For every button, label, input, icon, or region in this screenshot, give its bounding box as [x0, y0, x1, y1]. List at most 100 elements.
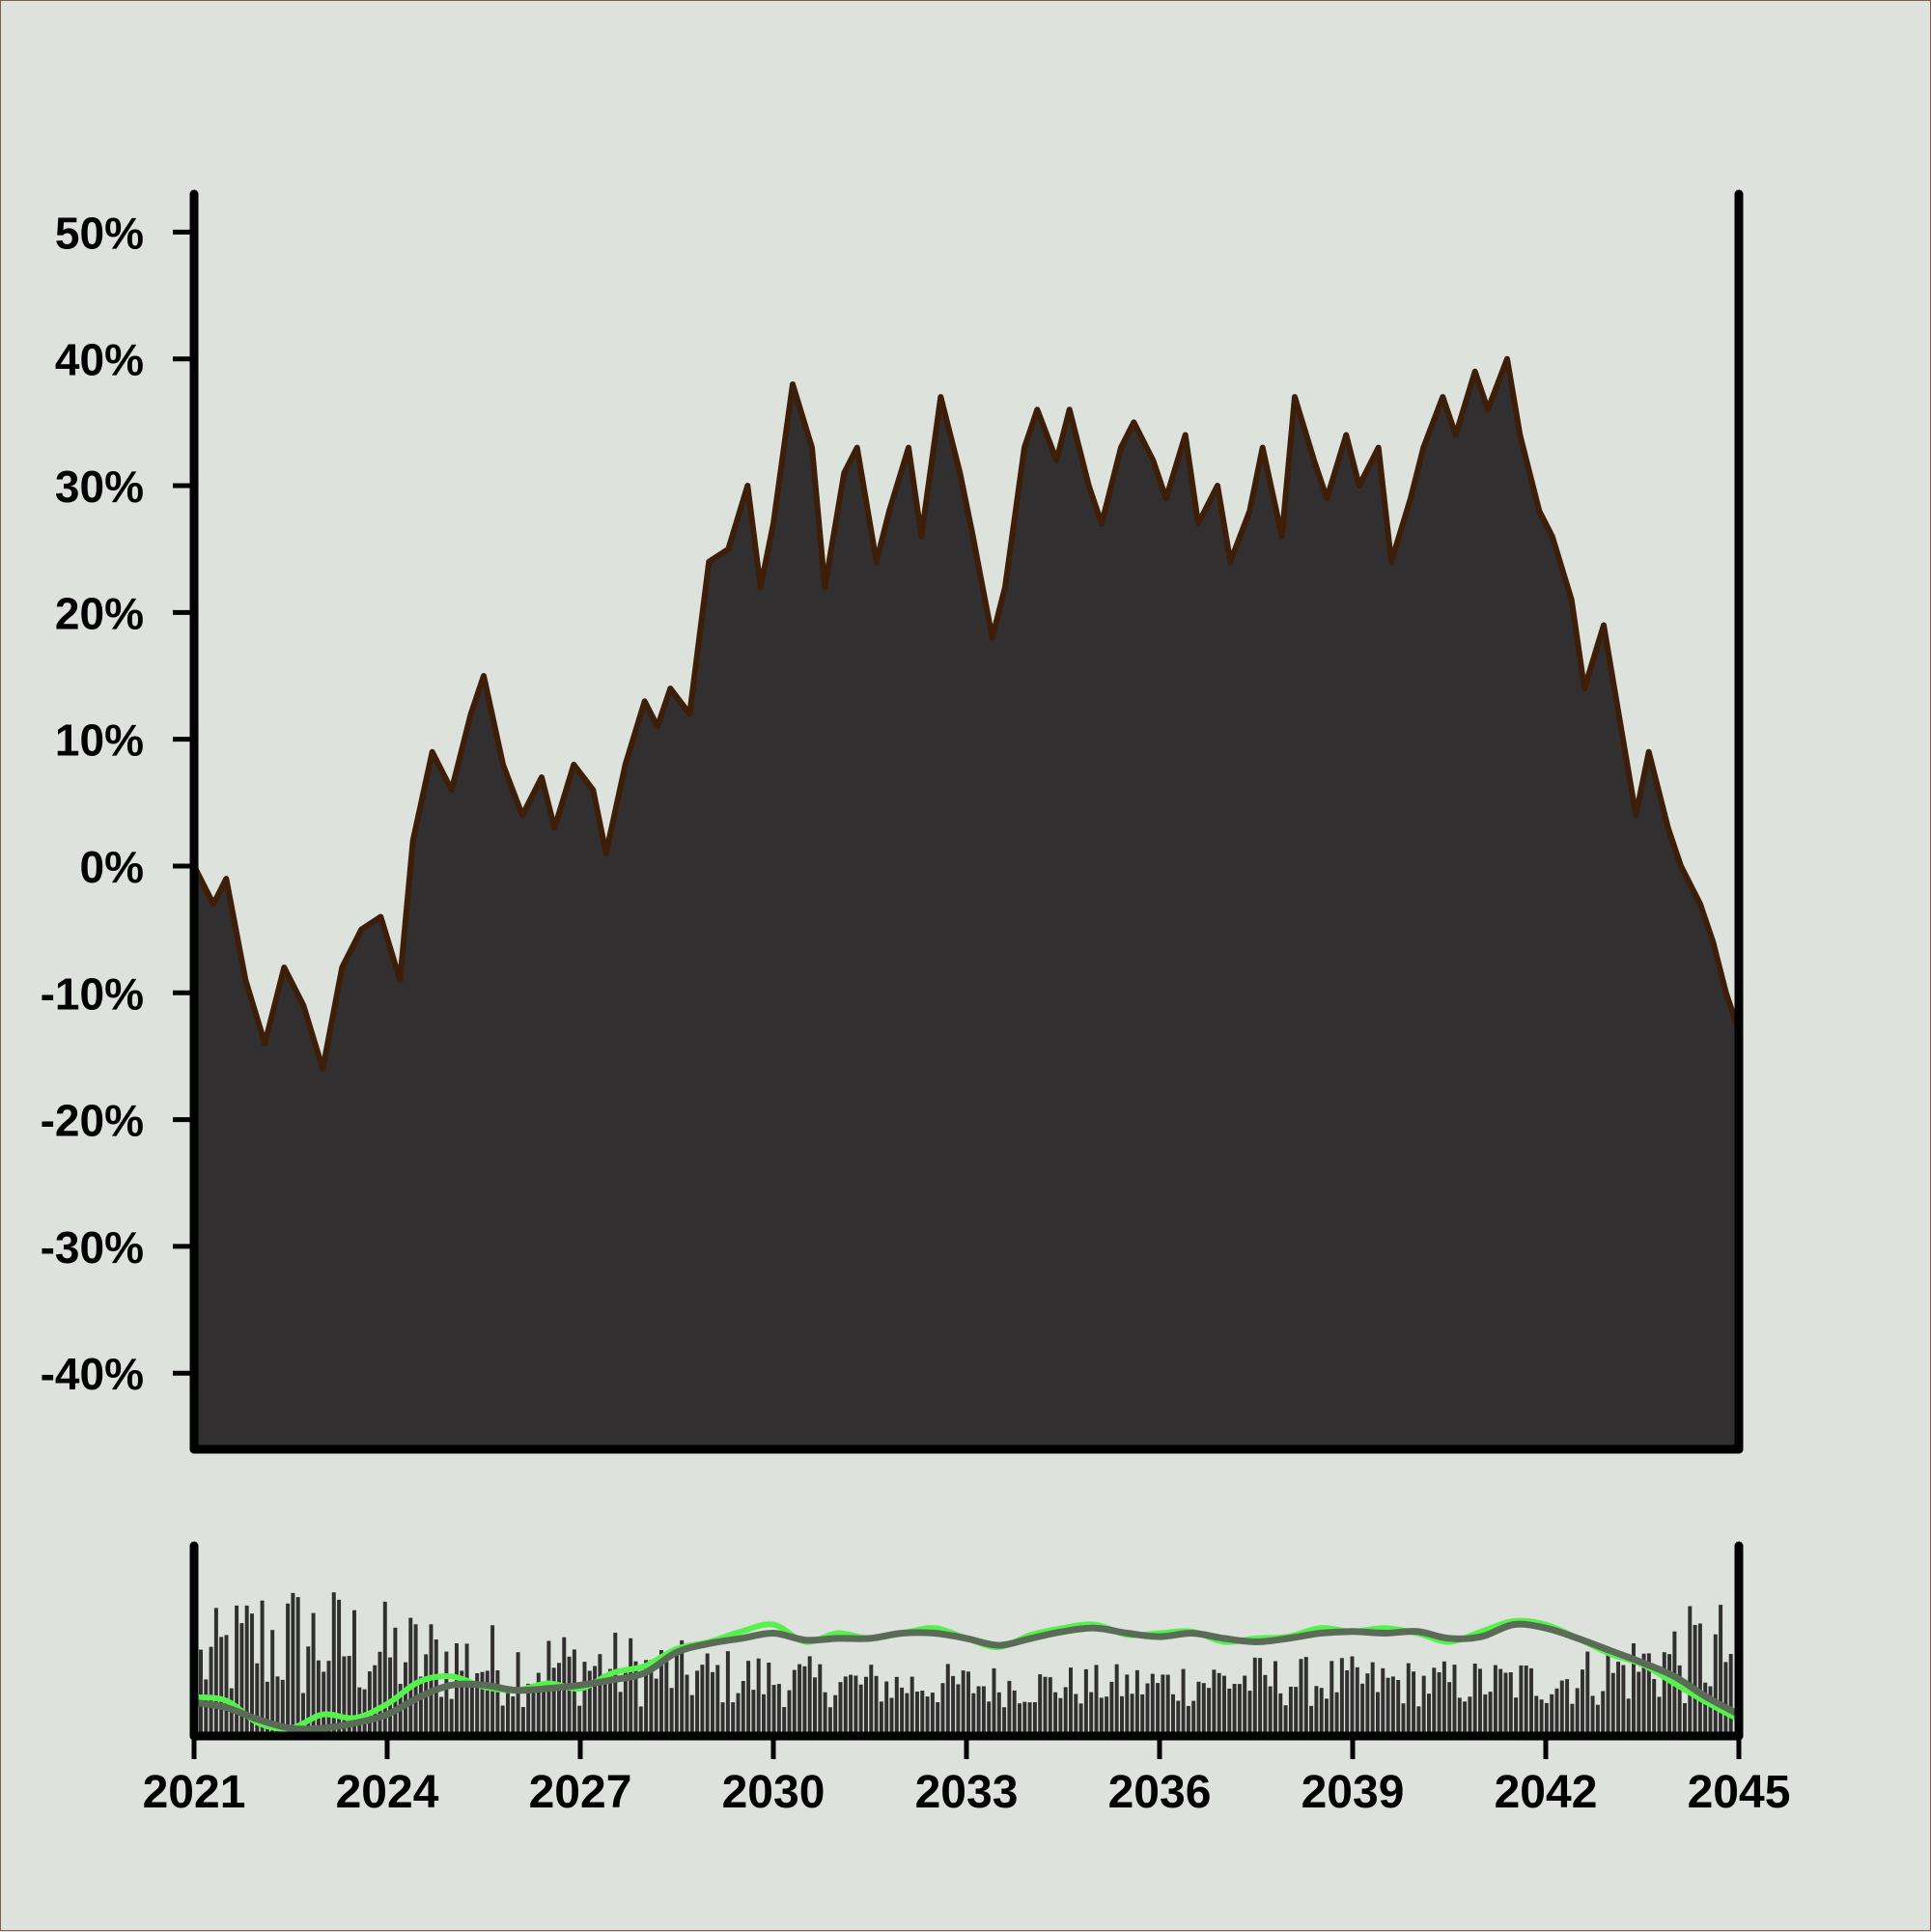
volume-bar — [1191, 1700, 1196, 1732]
volume-bar — [858, 1684, 863, 1732]
volume-bar — [1508, 1672, 1513, 1732]
volume-bar — [945, 1664, 950, 1732]
volume-bar — [1156, 1683, 1161, 1732]
volume-bar — [326, 1661, 331, 1732]
price-line — [191, 355, 1742, 1073]
volume-bar — [689, 1694, 694, 1732]
volume-bar — [838, 1682, 843, 1732]
volume-bar — [992, 1667, 996, 1732]
volume-bar — [250, 1613, 254, 1732]
volume-bar — [270, 1630, 275, 1732]
volume-bar — [1381, 1667, 1385, 1732]
volume-bar — [608, 1668, 612, 1732]
volume-bar — [1247, 1691, 1252, 1732]
volume-bar — [1165, 1674, 1170, 1732]
volume-bar — [322, 1671, 326, 1732]
volume-bar — [1299, 1659, 1303, 1732]
volume-bar — [987, 1701, 992, 1732]
volume-bar — [930, 1693, 935, 1732]
volume-bar — [1365, 1673, 1370, 1732]
volume-bar — [1565, 1679, 1570, 1732]
volume-bar — [961, 1670, 966, 1732]
volume-bar — [1488, 1692, 1493, 1732]
y-tick-label: -20% — [41, 1096, 144, 1146]
volume-bar — [1503, 1672, 1508, 1732]
volume-bar — [1559, 1680, 1564, 1732]
volume-bar — [894, 1676, 899, 1732]
volume-bar — [1089, 1692, 1094, 1732]
volume-bar — [1094, 1665, 1099, 1732]
volume-bar — [1427, 1694, 1431, 1732]
volume-bar — [1637, 1671, 1641, 1732]
volume-bar — [1652, 1679, 1657, 1732]
x-tick-label: 2045 — [1688, 1767, 1791, 1818]
volume-bar — [900, 1687, 905, 1732]
volume-bar — [1134, 1669, 1139, 1732]
volume-bar — [725, 1651, 730, 1732]
volume-bar — [449, 1698, 454, 1732]
volume-bar — [1575, 1688, 1580, 1732]
volume-bar — [520, 1707, 525, 1732]
volume-bar — [1483, 1694, 1488, 1732]
volume-bar — [500, 1705, 505, 1732]
volume-bar — [1719, 1605, 1723, 1732]
volume-bar — [265, 1681, 269, 1732]
volume-bar — [1069, 1667, 1073, 1732]
volume-bar — [1278, 1693, 1283, 1732]
volume-bar — [827, 1707, 832, 1732]
volume-bar — [1519, 1665, 1524, 1732]
volume-bar — [1078, 1703, 1083, 1732]
volume-bar — [1416, 1706, 1421, 1732]
volume-bar — [700, 1665, 705, 1732]
volume-bar — [1688, 1606, 1693, 1732]
volume-bar — [1022, 1701, 1027, 1732]
volume-bar — [1232, 1684, 1237, 1732]
volume-bar — [598, 1654, 602, 1732]
volume-bar — [1350, 1656, 1355, 1732]
volume-bar — [715, 1665, 720, 1732]
volume-bar — [813, 1677, 817, 1732]
volume-bar — [1334, 1692, 1339, 1732]
volume-bar — [1355, 1666, 1359, 1732]
volume-bar — [1053, 1692, 1058, 1732]
volume-bar — [526, 1683, 531, 1732]
volume-bar — [357, 1687, 362, 1732]
volume-bar — [1043, 1676, 1048, 1732]
volume-bar — [1130, 1694, 1134, 1732]
volume-bar — [644, 1660, 649, 1732]
volume-bar — [741, 1681, 745, 1732]
volume-bar — [373, 1665, 378, 1732]
volume-bar — [1641, 1653, 1646, 1732]
volume-bar — [976, 1686, 981, 1732]
volume-bar — [756, 1658, 761, 1732]
volume-bar — [1472, 1664, 1477, 1732]
volume-bar — [1370, 1662, 1375, 1732]
volume-bar — [382, 1601, 387, 1732]
volume-bar — [1109, 1681, 1114, 1732]
volume-bar — [818, 1664, 823, 1732]
volume-bar — [1376, 1692, 1380, 1732]
volume-bar — [807, 1656, 812, 1732]
volume-bar — [1027, 1702, 1032, 1732]
price-area — [194, 358, 1739, 1450]
volume-bar — [511, 1696, 516, 1732]
volume-bar — [1120, 1695, 1124, 1732]
volume-bar — [659, 1650, 663, 1732]
volume-bar — [1406, 1663, 1411, 1732]
volume-bar — [1237, 1684, 1242, 1732]
volume-bar — [291, 1592, 295, 1732]
volume-bar — [1273, 1661, 1277, 1732]
volume-bar — [1227, 1688, 1232, 1732]
y-tick-label: -10% — [41, 968, 144, 1019]
volume-bar — [654, 1678, 658, 1732]
volume-bar — [1314, 1686, 1319, 1732]
volume-bar — [1303, 1657, 1308, 1732]
volume-bar — [792, 1669, 797, 1732]
volume-bar — [1703, 1682, 1708, 1732]
volume-bar — [469, 1684, 474, 1732]
volume-bar — [695, 1670, 700, 1732]
volume-bar — [244, 1605, 249, 1732]
volume-bar — [798, 1664, 802, 1732]
volume-bar — [1463, 1701, 1468, 1732]
